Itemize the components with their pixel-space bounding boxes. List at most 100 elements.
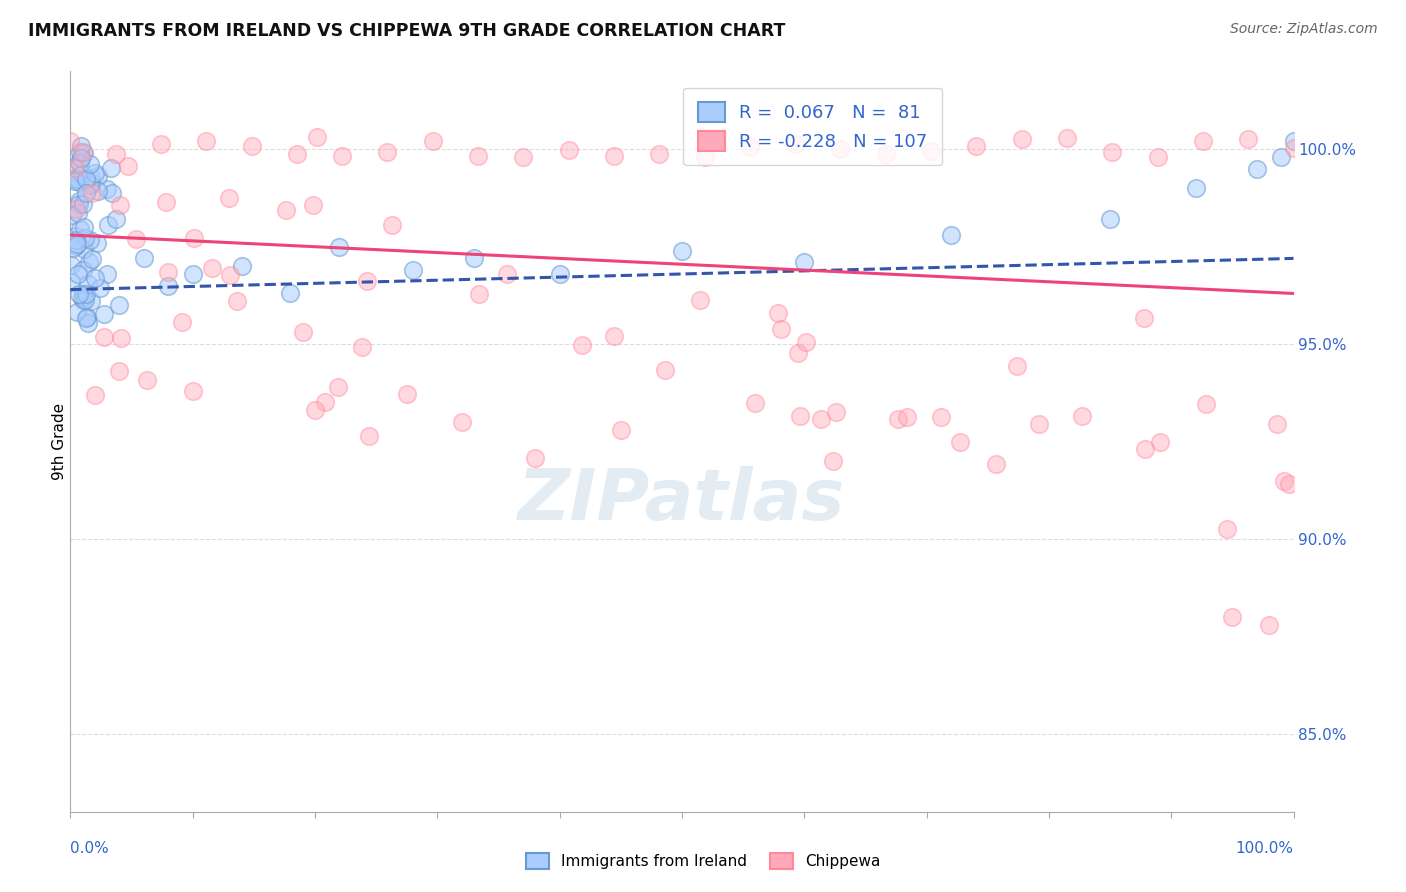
Text: IMMIGRANTS FROM IRELAND VS CHIPPEWA 9TH GRADE CORRELATION CHART: IMMIGRANTS FROM IRELAND VS CHIPPEWA 9TH … xyxy=(28,22,786,40)
Point xyxy=(896,410,918,425)
Point xyxy=(65,202,87,216)
Point xyxy=(67,175,90,189)
Point xyxy=(195,134,218,148)
Point xyxy=(75,186,97,200)
Point xyxy=(285,147,308,161)
Point xyxy=(172,315,194,329)
Point xyxy=(1184,181,1206,195)
Point xyxy=(450,415,472,429)
Point xyxy=(80,176,103,190)
Point xyxy=(67,155,90,169)
Point xyxy=(219,268,242,282)
Point xyxy=(1011,132,1033,146)
Point xyxy=(1192,134,1215,148)
Point xyxy=(610,423,633,437)
Point xyxy=(467,149,489,163)
Point xyxy=(1246,161,1268,176)
Point xyxy=(83,166,105,180)
Point xyxy=(330,149,353,163)
Point xyxy=(155,194,177,209)
Point xyxy=(149,137,172,152)
Point xyxy=(73,242,96,256)
Point xyxy=(463,252,485,266)
Point xyxy=(62,241,84,255)
Point xyxy=(949,434,972,449)
Point xyxy=(1005,359,1028,373)
Legend: R =  0.067   N =  81, R = -0.228   N = 107: R = 0.067 N = 81, R = -0.228 N = 107 xyxy=(683,87,942,166)
Point xyxy=(770,322,793,336)
Point xyxy=(75,311,97,326)
Point xyxy=(72,167,94,181)
Point xyxy=(291,325,314,339)
Point xyxy=(82,186,104,200)
Point xyxy=(402,263,425,277)
Point xyxy=(72,197,94,211)
Point xyxy=(69,157,91,171)
Point xyxy=(72,287,94,301)
Point xyxy=(72,262,94,277)
Point xyxy=(65,233,87,247)
Point xyxy=(381,219,404,233)
Point xyxy=(671,244,693,258)
Point xyxy=(830,142,852,156)
Point xyxy=(1135,442,1157,457)
Point xyxy=(793,255,815,269)
Point xyxy=(60,208,83,222)
Point xyxy=(787,346,810,360)
Point xyxy=(571,338,593,352)
Point xyxy=(352,341,374,355)
Point xyxy=(218,192,240,206)
Point xyxy=(965,138,987,153)
Point xyxy=(67,194,90,208)
Point xyxy=(97,219,120,233)
Point xyxy=(422,134,444,148)
Point xyxy=(1146,150,1168,164)
Point xyxy=(280,286,302,301)
Point xyxy=(79,178,101,193)
Point xyxy=(110,331,132,345)
Point xyxy=(96,267,118,281)
Point xyxy=(766,306,789,320)
Point xyxy=(181,267,204,281)
Point xyxy=(75,171,97,186)
Point xyxy=(79,171,101,186)
Point xyxy=(875,147,897,161)
Y-axis label: 9th Grade: 9th Grade xyxy=(52,403,66,480)
Point xyxy=(789,409,811,424)
Point xyxy=(104,212,127,227)
Point xyxy=(1071,409,1094,423)
Point xyxy=(86,235,108,250)
Point xyxy=(79,233,101,247)
Point xyxy=(96,182,118,196)
Point xyxy=(73,293,96,308)
Point xyxy=(93,308,115,322)
Point xyxy=(984,457,1007,471)
Point xyxy=(93,330,115,344)
Point xyxy=(101,186,124,201)
Point xyxy=(377,145,399,159)
Point xyxy=(65,228,87,243)
Point xyxy=(603,149,626,163)
Point xyxy=(887,411,910,425)
Point xyxy=(304,403,326,417)
Point xyxy=(824,405,846,419)
Point xyxy=(87,184,110,198)
Point xyxy=(65,239,87,253)
Point xyxy=(67,197,90,211)
Point xyxy=(157,265,180,279)
Point xyxy=(104,146,127,161)
Point xyxy=(240,139,263,153)
Point xyxy=(87,169,110,183)
Point xyxy=(60,276,83,290)
Point xyxy=(929,409,952,424)
Point xyxy=(654,363,676,377)
Point xyxy=(181,384,204,398)
Point xyxy=(1272,474,1295,488)
Point xyxy=(59,134,82,148)
Text: ZIPatlas: ZIPatlas xyxy=(519,467,845,535)
Point xyxy=(738,140,761,154)
Point xyxy=(89,281,111,295)
Point xyxy=(76,310,98,325)
Point xyxy=(100,161,122,175)
Point xyxy=(80,294,103,309)
